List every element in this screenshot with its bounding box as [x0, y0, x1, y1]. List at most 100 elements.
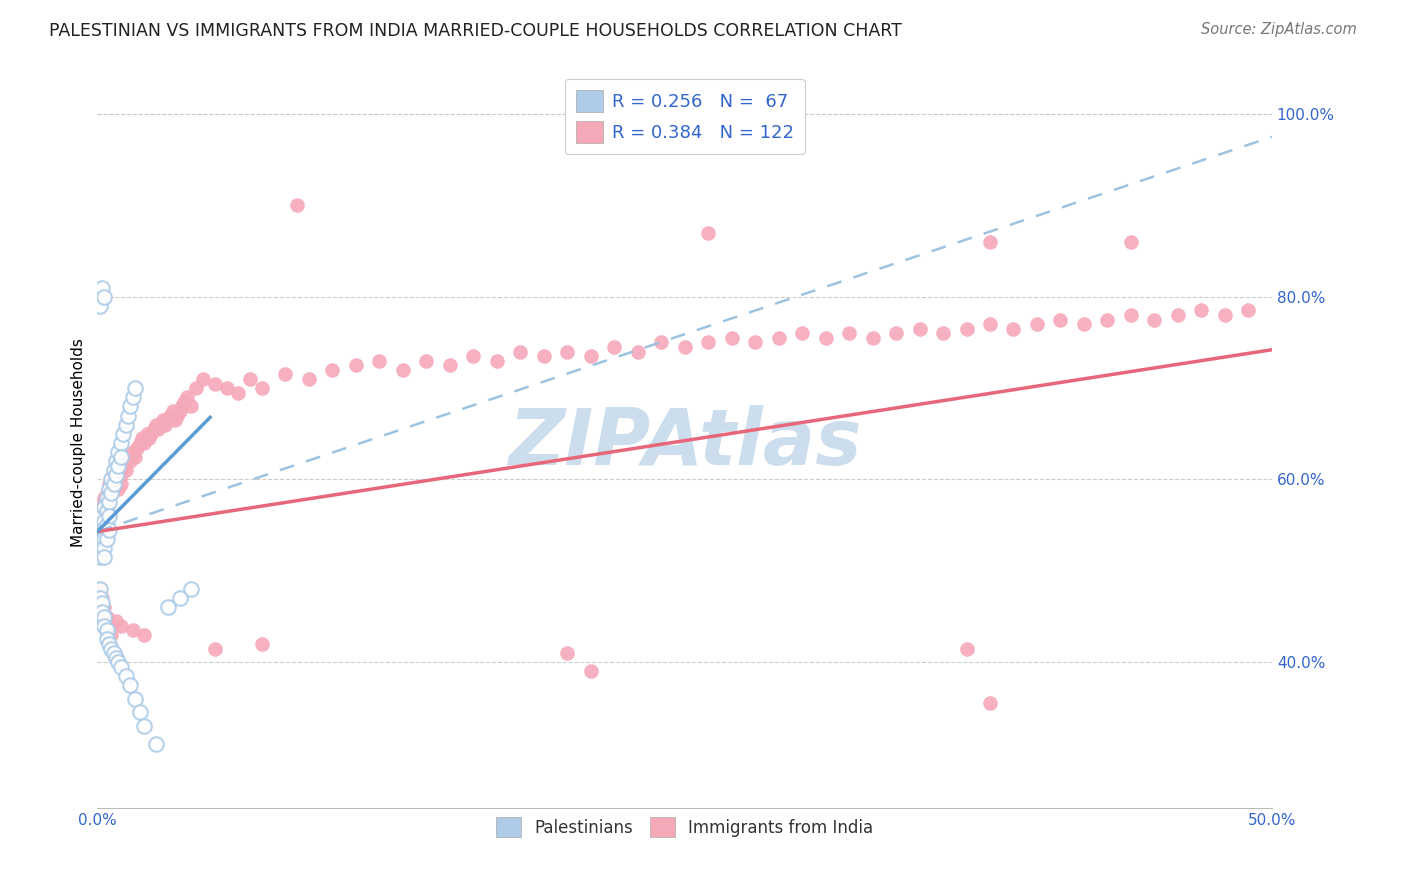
Point — [89, 523, 111, 537]
Point — [91, 605, 114, 619]
Point — [226, 385, 249, 400]
Point — [135, 426, 157, 441]
Point — [744, 335, 766, 350]
Point — [1143, 312, 1166, 326]
Point — [89, 582, 111, 596]
Point — [110, 477, 132, 491]
Point — [96, 532, 118, 546]
Point — [509, 344, 531, 359]
Point — [156, 600, 179, 615]
Point — [862, 331, 884, 345]
Point — [93, 609, 115, 624]
Point — [1119, 308, 1142, 322]
Point — [114, 417, 136, 432]
Point — [121, 390, 143, 404]
Point — [91, 591, 114, 606]
Point — [105, 467, 128, 482]
Point — [89, 550, 111, 565]
Point — [96, 624, 118, 638]
Point — [93, 500, 115, 514]
Point — [250, 637, 273, 651]
Point — [93, 541, 115, 555]
Point — [579, 349, 602, 363]
Point — [134, 628, 156, 642]
Point — [98, 477, 121, 491]
Point — [697, 335, 720, 350]
Point — [955, 322, 977, 336]
Point — [176, 390, 198, 404]
Point — [91, 596, 114, 610]
Point — [1189, 303, 1212, 318]
Point — [91, 527, 114, 541]
Point — [103, 463, 125, 477]
Point — [979, 235, 1001, 249]
Point — [163, 413, 186, 427]
Point — [93, 290, 115, 304]
Point — [169, 404, 191, 418]
Point — [117, 450, 139, 464]
Point — [112, 426, 135, 441]
Point — [100, 473, 122, 487]
Point — [1237, 303, 1260, 318]
Point — [110, 467, 132, 482]
Point — [93, 550, 115, 565]
Point — [107, 445, 129, 459]
Point — [100, 482, 122, 496]
Point — [274, 368, 297, 382]
Point — [91, 500, 114, 514]
Point — [533, 349, 555, 363]
Point — [720, 331, 742, 345]
Point — [344, 358, 367, 372]
Point — [93, 523, 115, 537]
Point — [110, 618, 132, 632]
Point — [91, 514, 114, 528]
Point — [124, 381, 146, 395]
Point — [485, 353, 508, 368]
Point — [1026, 317, 1049, 331]
Point — [91, 504, 114, 518]
Point — [98, 618, 121, 632]
Point — [180, 582, 202, 596]
Point — [89, 299, 111, 313]
Point — [96, 518, 118, 533]
Point — [121, 445, 143, 459]
Point — [110, 660, 132, 674]
Text: ZIPAtlas: ZIPAtlas — [508, 405, 862, 481]
Point — [159, 409, 181, 423]
Point — [141, 426, 163, 441]
Point — [91, 509, 114, 524]
Point — [391, 363, 413, 377]
Point — [184, 381, 207, 395]
Point — [673, 340, 696, 354]
Legend: Palestinians, Immigrants from India: Palestinians, Immigrants from India — [489, 810, 880, 844]
Point — [91, 545, 114, 559]
Point — [107, 482, 129, 496]
Point — [96, 486, 118, 500]
Point — [790, 326, 813, 341]
Point — [138, 431, 160, 445]
Point — [91, 514, 114, 528]
Point — [89, 532, 111, 546]
Point — [93, 491, 115, 505]
Point — [134, 719, 156, 733]
Point — [98, 495, 121, 509]
Point — [89, 541, 111, 555]
Point — [124, 450, 146, 464]
Point — [173, 394, 195, 409]
Point — [121, 624, 143, 638]
Point — [697, 226, 720, 240]
Point — [1167, 308, 1189, 322]
Point — [1119, 235, 1142, 249]
Point — [298, 372, 321, 386]
Point — [120, 400, 142, 414]
Point — [96, 491, 118, 505]
Point — [103, 477, 125, 491]
Point — [579, 665, 602, 679]
Point — [1073, 317, 1095, 331]
Point — [166, 409, 188, 423]
Point — [103, 463, 125, 477]
Point — [180, 400, 202, 414]
Point — [103, 646, 125, 660]
Point — [814, 331, 837, 345]
Point — [107, 458, 129, 473]
